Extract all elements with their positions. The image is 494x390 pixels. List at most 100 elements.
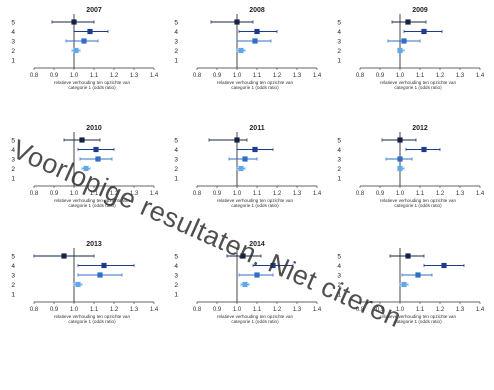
y-tick-label: 1: [174, 292, 178, 299]
panel-title: 2007: [86, 7, 102, 14]
panel-title: 2014: [249, 241, 265, 248]
x-tick-label: 0.8: [30, 307, 39, 313]
x-tick-label: 1.2: [110, 191, 119, 197]
point-estimate-3: [242, 156, 248, 162]
point-estimate-3: [415, 272, 421, 278]
y-tick-label: 5: [337, 20, 341, 27]
x-axis-label-line2: categorie 1 (odds ratio): [231, 319, 279, 324]
y-tick-label: 4: [174, 147, 178, 154]
y-tick-label: 3: [11, 273, 15, 280]
x-tick-label: 1.3: [456, 73, 465, 79]
point-estimate-4: [87, 28, 93, 35]
x-tick-label: 1.4: [313, 191, 322, 197]
x-axis-label-line1: relatieve verhouding ten opzichte van: [54, 198, 131, 203]
point-estimate-4: [270, 262, 276, 269]
forest-plot-3: 2010 0.8 0.9 1.0 1.1 1.2 1.3 1.4 relatieve verho…: [11, 125, 158, 208]
x-tick-label: 1.4: [150, 73, 159, 79]
x-tick-label: 0.8: [193, 73, 202, 79]
x-axis-label-line2: categorie 1 (odds ratio): [394, 85, 442, 90]
panel-title: 2009: [412, 7, 428, 14]
x-tick-label: 0.8: [356, 191, 365, 197]
x-tick-label: 1.1: [253, 307, 262, 313]
x-tick-label: 1.2: [110, 307, 119, 313]
point-estimate-4: [441, 262, 447, 269]
y-tick-label: 1: [11, 292, 15, 299]
y-tick-label: 3: [174, 273, 178, 280]
point-estimate-3: [97, 272, 103, 278]
y-tick-label: 2: [174, 48, 178, 55]
y-tick-label: 3: [337, 157, 341, 164]
x-tick-label: 1.2: [436, 307, 445, 313]
panel-title: 2012: [412, 125, 428, 132]
x-axis-label-line1: relatieve verhouding ten opzichte van: [217, 80, 294, 85]
point-estimate-3: [401, 38, 407, 44]
y-tick-label: 1: [337, 176, 341, 183]
x-tick-label: 1.1: [90, 191, 99, 197]
y-tick-label: 4: [337, 147, 341, 154]
point-estimate-4: [254, 28, 260, 35]
y-tick-label: 3: [337, 39, 341, 46]
point-estimate-5: [79, 137, 85, 143]
x-axis-label-line1: relatieve verhouding ten opzichte van: [54, 80, 131, 85]
y-tick-label: 5: [174, 20, 178, 27]
x-axis-label-line2: categorie 1 (odds ratio): [68, 203, 116, 208]
point-estimate-5: [234, 137, 240, 143]
point-estimate-4: [421, 146, 427, 153]
panel-title: 2008: [249, 7, 265, 14]
x-tick-label: 1.3: [456, 307, 465, 313]
x-tick-label: 1.4: [476, 307, 485, 313]
x-tick-label: 1.3: [456, 191, 465, 197]
x-axis-label-line2: categorie 1 (odds ratio): [394, 203, 442, 208]
x-tick-label: 1.1: [416, 191, 425, 197]
y-tick-label: 4: [337, 29, 341, 36]
y-tick-label: 5: [11, 254, 15, 261]
x-axis-label-line1: relatieve verhouding ten opzichte van: [54, 314, 131, 319]
y-tick-label: 1: [174, 176, 178, 183]
x-tick-label: 1.1: [90, 73, 99, 79]
point-estimate-3: [252, 38, 258, 44]
forest-plot-8: 0.8 0.9 1.0 1.1 1.2 1.3 1.4 relatieve verhoudin…: [337, 248, 485, 324]
y-tick-label: 5: [337, 138, 341, 145]
x-axis-label-line1: relatieve verhouding ten opzichte van: [380, 198, 457, 203]
point-estimate-5: [71, 19, 77, 25]
x-tick-label: 1.2: [436, 191, 445, 197]
panel-title: 2011: [249, 125, 264, 132]
y-tick-label: 1: [11, 176, 15, 183]
y-tick-label: 4: [174, 263, 178, 270]
x-tick-label: 1.2: [436, 73, 445, 79]
x-tick-label: 0.9: [213, 73, 222, 79]
y-tick-label: 5: [11, 138, 15, 145]
x-tick-label: 0.9: [376, 73, 385, 79]
x-tick-label: 0.8: [193, 307, 202, 313]
y-tick-label: 1: [337, 292, 341, 299]
point-estimate-2: [83, 165, 89, 172]
y-tick-label: 3: [174, 157, 178, 164]
x-tick-label: 0.9: [376, 307, 385, 313]
y-tick-label: 1: [174, 58, 178, 65]
x-tick-label: 1.4: [150, 307, 159, 313]
x-tick-label: 1.0: [70, 73, 79, 79]
point-estimate-2: [238, 47, 244, 54]
x-tick-label: 0.9: [50, 307, 59, 313]
x-tick-label: 1.2: [273, 73, 282, 79]
x-tick-label: 0.9: [376, 191, 385, 197]
forest-plot-2: 2009 0.8 0.9 1.0 1.1 1.2 1.3 1.4 relatieve verho…: [337, 7, 484, 90]
x-tick-label: 1.3: [293, 307, 302, 313]
y-tick-label: 2: [11, 48, 15, 55]
point-estimate-4: [421, 28, 427, 35]
point-estimate-2: [397, 165, 403, 172]
x-tick-label: 1.2: [110, 73, 119, 79]
point-estimate-2: [75, 281, 81, 288]
y-tick-label: 2: [337, 282, 341, 289]
point-estimate-5: [405, 253, 411, 259]
forest-plot-0: 2007 0.8 0.9 1.0 1.1 1.2 1.3 1.4 relatieve verho…: [11, 7, 158, 90]
forest-plot-1: 2008 0.8 0.9 1.0 1.1 1.2 1.3 1.4 relatieve verho…: [174, 7, 321, 90]
point-estimate-5: [234, 19, 240, 25]
x-tick-label: 1.1: [416, 73, 425, 79]
point-estimate-4: [101, 262, 107, 269]
point-estimate-3: [95, 156, 101, 162]
x-tick-label: 1.1: [253, 73, 262, 79]
x-tick-label: 1.4: [476, 73, 485, 79]
y-tick-label: 4: [11, 29, 15, 36]
x-tick-label: 0.8: [193, 191, 202, 197]
